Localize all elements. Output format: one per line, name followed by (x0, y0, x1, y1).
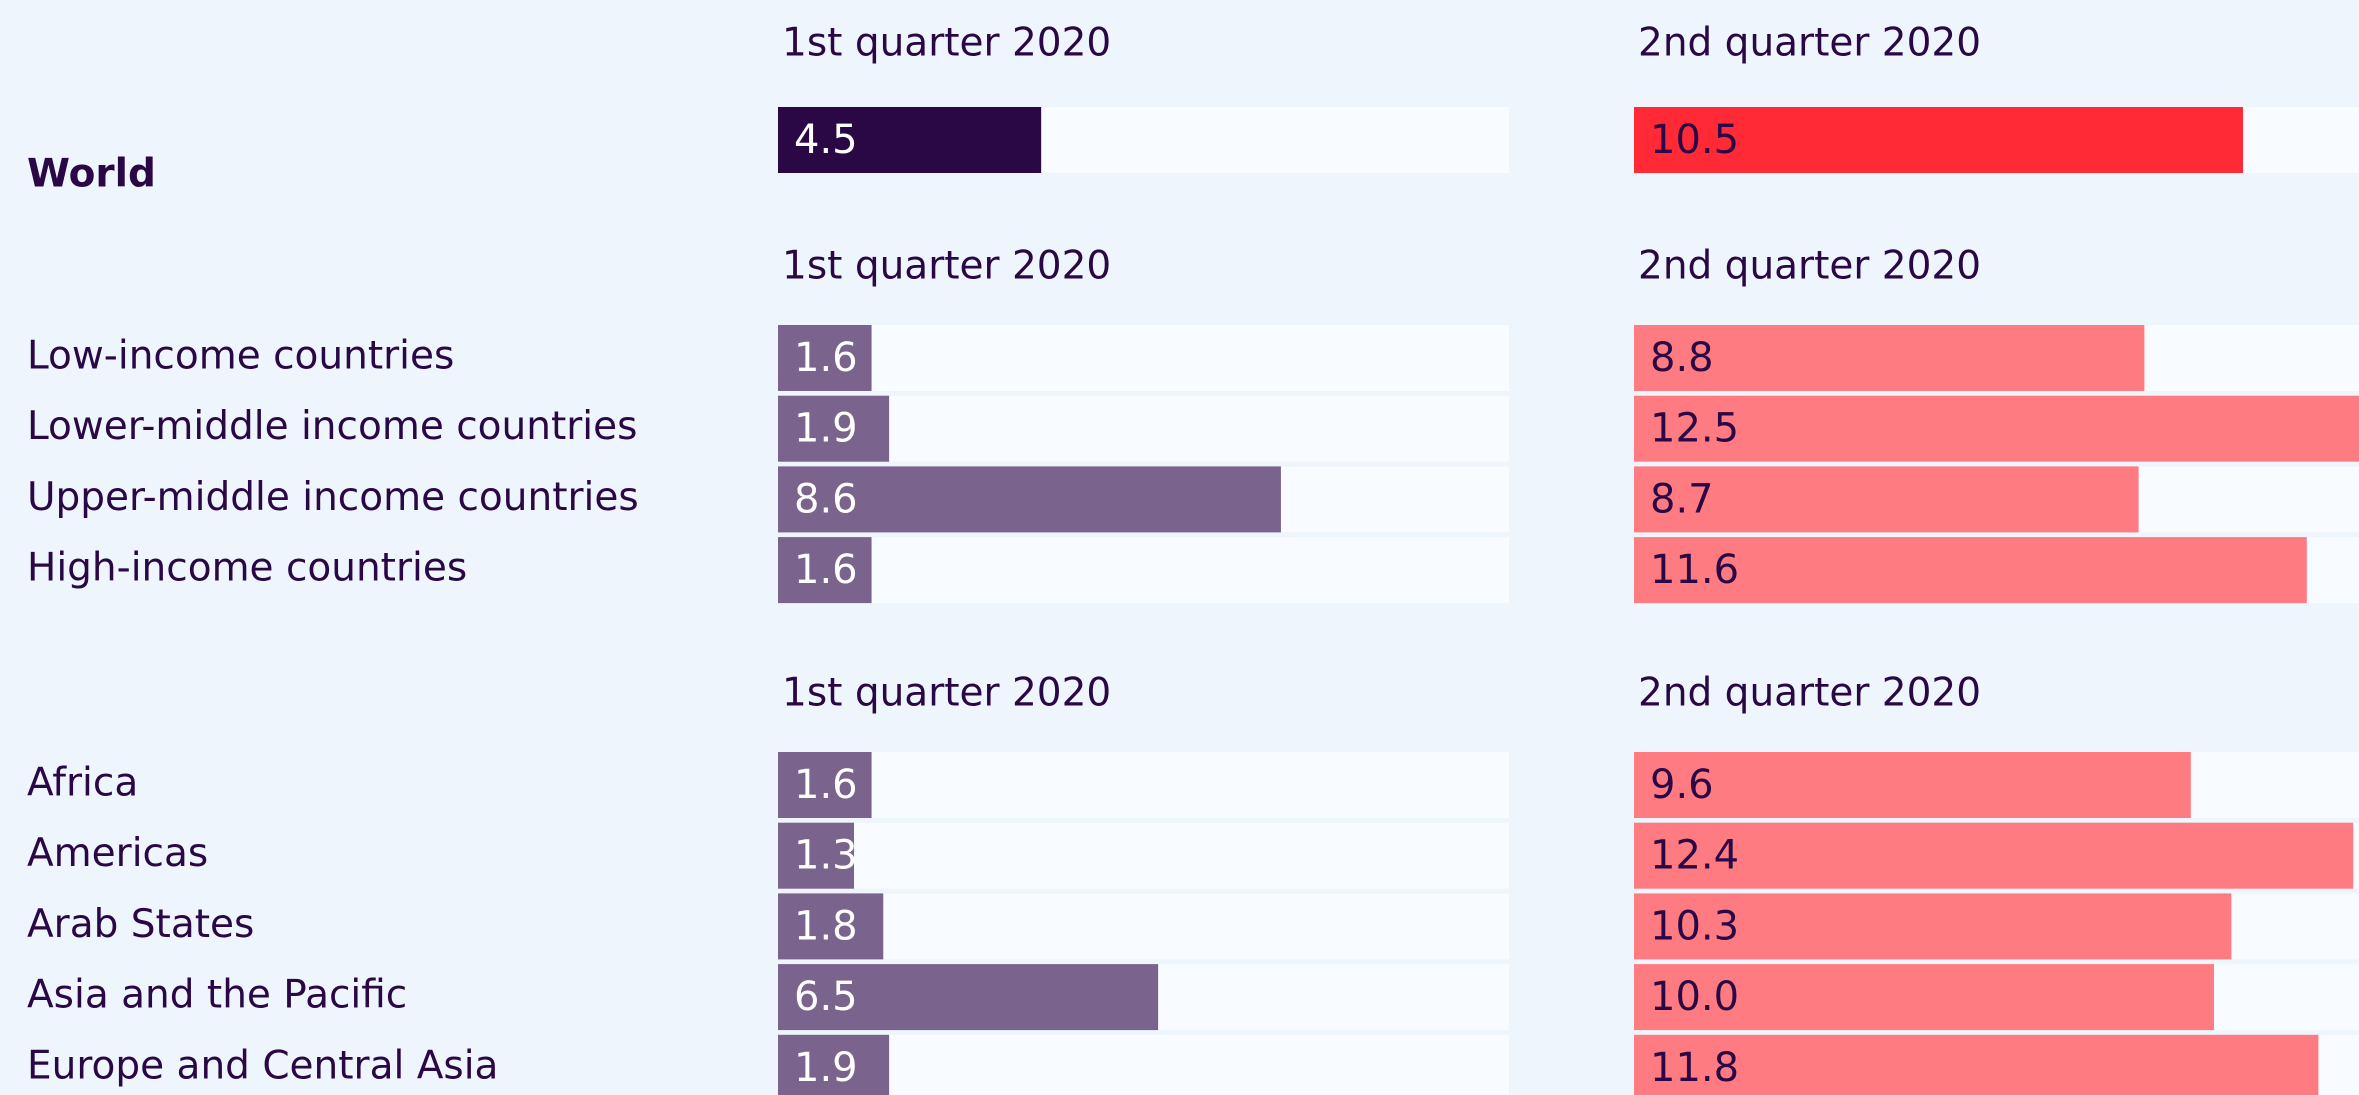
row-label: Europe and Central Asia (27, 1043, 498, 1088)
bar (1634, 325, 2145, 391)
bar (1634, 1034, 2319, 1095)
value-label: 1.9 (794, 406, 858, 452)
bar (1634, 107, 2243, 173)
row-label: Asia and the Pacific (27, 973, 407, 1018)
value-label: 10.3 (1650, 903, 1739, 949)
bar (1634, 466, 2139, 533)
bar-track (778, 893, 1509, 960)
row-label: Lower-middle income countries (27, 404, 637, 449)
value-label: 1.6 (794, 762, 858, 808)
bar-track (778, 395, 1509, 462)
column-header: 2nd quarter 2020 (1638, 671, 1981, 716)
row-label: Arab States (27, 902, 254, 947)
column-header: 2nd quarter 2020 (1638, 21, 1981, 66)
value-label: 10.5 (1650, 117, 1739, 163)
row-label: Upper-middle income countries (27, 475, 639, 520)
value-label: 9.6 (1650, 762, 1714, 808)
bar (1634, 822, 2354, 889)
bar (1634, 395, 2359, 462)
bar-track (778, 1034, 1509, 1095)
bar-track (778, 537, 1509, 604)
row-label: High-income countries (27, 546, 467, 591)
bar (778, 537, 872, 604)
value-label: 8.7 (1650, 476, 1714, 522)
bar (1634, 964, 2214, 1031)
value-label: 1.8 (794, 903, 858, 949)
bar (778, 893, 884, 960)
value-label: 1.6 (794, 335, 858, 381)
value-label: 1.3 (794, 833, 858, 879)
bar (778, 822, 855, 889)
bar (778, 1034, 890, 1095)
bar (778, 964, 1159, 1031)
bar (1634, 893, 2232, 960)
column-header: 1st quarter 2020 (782, 244, 1111, 289)
row-label: World (27, 152, 156, 197)
bar-track (778, 752, 1509, 818)
value-label: 12.4 (1650, 833, 1739, 879)
row-label: Africa (27, 761, 138, 806)
value-label: 12.5 (1650, 406, 1739, 452)
value-label: 11.8 (1650, 1045, 1739, 1091)
value-label: 6.5 (794, 974, 858, 1020)
value-label: 10.0 (1650, 974, 1739, 1020)
bar (778, 466, 1281, 533)
column-header: 1st quarter 2020 (782, 671, 1111, 716)
value-label: 11.6 (1650, 547, 1739, 593)
value-label: 1.6 (794, 547, 858, 593)
row-label: Low-income countries (27, 334, 454, 379)
row-label: Americas (27, 831, 208, 876)
bar (778, 395, 890, 462)
bar (778, 107, 1042, 173)
value-label: 8.8 (1650, 335, 1714, 381)
bar (778, 752, 872, 818)
value-label: 8.6 (794, 476, 858, 522)
column-header: 1st quarter 2020 (782, 21, 1111, 66)
value-label: 4.5 (794, 117, 858, 163)
bar (1634, 537, 2307, 604)
bar-track (778, 822, 1509, 889)
column-header: 2nd quarter 2020 (1638, 244, 1981, 289)
bar-track (778, 325, 1509, 391)
value-label: 1.9 (794, 1045, 858, 1091)
bar (778, 325, 872, 391)
bar (1634, 752, 2191, 818)
